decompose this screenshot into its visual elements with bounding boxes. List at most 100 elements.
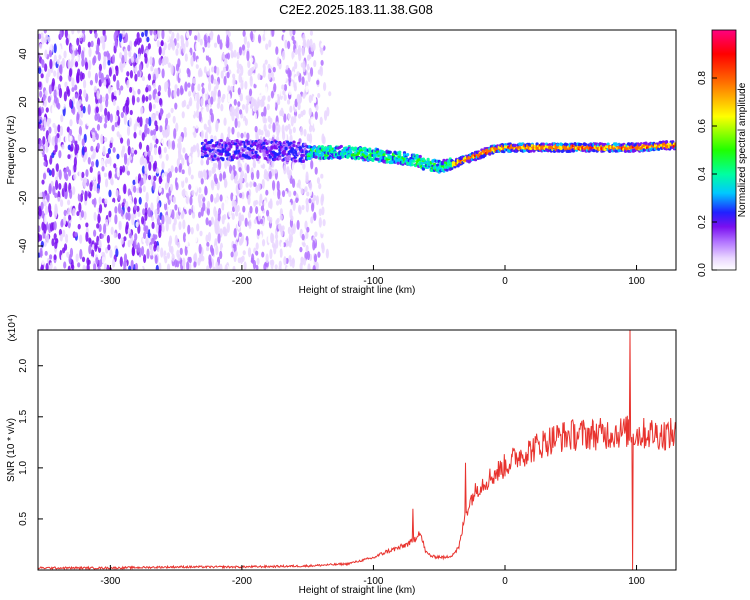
spectrogram-cell [182, 219, 186, 230]
spectrogram-cell [309, 38, 313, 48]
spectrogram-cell [312, 145, 317, 150]
spectrogram-cell [184, 245, 188, 256]
spectrogram-cell [216, 193, 220, 203]
spectrogram-cell [240, 80, 244, 90]
spectrogram-cell [141, 31, 145, 38]
spectrogram-cell [210, 96, 214, 105]
spectrogram-cell [264, 59, 268, 65]
spectrogram-cell [45, 34, 49, 40]
spectrogram-cell [195, 64, 199, 69]
spectrogram-cell [210, 139, 214, 143]
spectrogram-cell [287, 123, 291, 130]
spectrogram-cell [192, 202, 196, 213]
spectrogram-cell [187, 76, 191, 83]
spectrogram-cell [210, 74, 214, 84]
spectrogram-cell [155, 95, 160, 104]
spectrogram-cell [314, 231, 318, 237]
spectrogram-cell [213, 206, 217, 217]
spectrogram-cell [267, 140, 271, 144]
spectrogram-cell [207, 35, 211, 45]
spectrogram-cell [254, 75, 258, 85]
spectrogram-cell [190, 174, 194, 180]
spectrogram-cell [178, 198, 182, 207]
spectrogram-cell [59, 30, 63, 40]
spectrogram-cell [76, 73, 80, 83]
spectrogram-cell [146, 248, 150, 260]
spectrogram-cell [81, 50, 85, 61]
spectrogram-cell [260, 205, 265, 212]
spectrogram-cell [127, 145, 131, 156]
spectrogram-cell [230, 251, 234, 258]
spectrogram-cell [185, 189, 189, 197]
spectrogram-cell [38, 81, 42, 88]
spectrogram-cell [287, 40, 291, 50]
spectrogram-cell [200, 155, 205, 159]
spectrogram-cell [302, 257, 307, 266]
spectrogram-cell [178, 221, 182, 230]
spectrogram-cell [288, 128, 293, 135]
spectrogram-cell [47, 68, 51, 78]
spectrogram-cell [190, 56, 194, 67]
spectrogram-cell [112, 258, 116, 268]
spectrogram-cell [230, 85, 234, 92]
spectrogram-cell [139, 266, 144, 270]
spectrogram-cell [166, 252, 171, 259]
spectrogram-cell [38, 209, 42, 217]
spectrogram-cell [127, 228, 131, 234]
spectrogram-cell [278, 162, 282, 169]
spectrogram-cell [152, 135, 156, 141]
spectrogram-cell [83, 146, 87, 153]
spectrogram-cell [307, 263, 311, 270]
spectrogram-cell [215, 120, 219, 130]
spectrogram-cell [115, 248, 119, 258]
spectrogram-cell [85, 231, 89, 242]
spectrogram-cell [188, 155, 192, 164]
spectrogram-cell [182, 232, 187, 243]
spectrogram-cell [280, 241, 284, 248]
spectrogram-cell [272, 111, 276, 121]
spectrogram-cell [138, 196, 142, 205]
spectrogram-cell [111, 54, 116, 64]
spectrogram-cell [57, 124, 61, 133]
spectrogram-cell [248, 88, 253, 97]
spectrogram-cell [42, 136, 46, 145]
spectrogram-cell [164, 171, 168, 177]
spectrogram-cell [242, 30, 246, 37]
spectrogram-cell [234, 250, 238, 257]
spectrogram-cell [79, 248, 83, 260]
spectrogram-cell [238, 63, 242, 70]
spectrogram-cell [170, 245, 174, 255]
spectrogram-cell [297, 188, 302, 194]
spectrogram-cell [281, 110, 285, 117]
spectrogram-cell [219, 263, 223, 270]
spectrogram-cell [224, 53, 229, 59]
spectrogram-cell [133, 185, 137, 193]
spectrogram-cell [353, 146, 358, 150]
spectrogram-cell [606, 142, 610, 146]
spectrogram-cell [297, 44, 302, 55]
spectrogram-cell [207, 157, 211, 161]
spectrogram-cell [314, 155, 318, 159]
spectrogram-cell [200, 178, 204, 185]
spectrogram-cell [60, 199, 64, 207]
spectrogram-cell [112, 74, 117, 82]
spectrogram-cell [205, 154, 209, 158]
spectrogram-cell [79, 234, 83, 244]
spectrogram-cell [283, 164, 287, 175]
spectrogram-cell [38, 67, 42, 74]
spectrogram-cell [382, 153, 386, 157]
spectrogram-cell [40, 201, 44, 211]
spectrogram-cell [162, 130, 166, 139]
spectrogram-cell [80, 210, 85, 218]
spectrogram-cell [192, 144, 197, 150]
spectrogram-cell [153, 240, 158, 249]
spectrogram-cell [556, 143, 560, 147]
spectrogram-cell [236, 106, 240, 112]
spectrogram-cell [283, 83, 288, 92]
spectrogram-cell [52, 122, 56, 128]
spectrogram-cell [297, 102, 301, 111]
spectrogram-cell [43, 161, 47, 167]
spectrogram-cell [180, 174, 185, 182]
spectrogram-cell [234, 176, 238, 184]
